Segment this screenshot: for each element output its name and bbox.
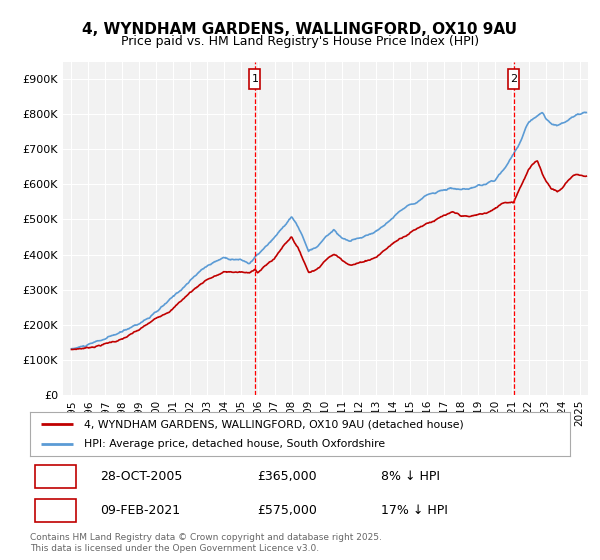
Text: 28-OCT-2005: 28-OCT-2005 [100,470,182,483]
FancyBboxPatch shape [250,69,260,89]
FancyBboxPatch shape [35,499,76,522]
FancyBboxPatch shape [508,69,519,89]
Text: 2: 2 [510,74,517,84]
Text: 8% ↓ HPI: 8% ↓ HPI [381,470,440,483]
Text: 4, WYNDHAM GARDENS, WALLINGFORD, OX10 9AU: 4, WYNDHAM GARDENS, WALLINGFORD, OX10 9A… [83,22,517,38]
Text: £365,000: £365,000 [257,470,316,483]
Text: Price paid vs. HM Land Registry's House Price Index (HPI): Price paid vs. HM Land Registry's House … [121,35,479,48]
Text: 09-FEB-2021: 09-FEB-2021 [100,504,181,517]
Text: 17% ↓ HPI: 17% ↓ HPI [381,504,448,517]
Text: 2: 2 [52,504,60,517]
Text: 4, WYNDHAM GARDENS, WALLINGFORD, OX10 9AU (detached house): 4, WYNDHAM GARDENS, WALLINGFORD, OX10 9A… [84,419,464,429]
Text: 1: 1 [52,470,60,483]
Text: £575,000: £575,000 [257,504,317,517]
FancyBboxPatch shape [35,465,76,488]
Text: Contains HM Land Registry data © Crown copyright and database right 2025.
This d: Contains HM Land Registry data © Crown c… [30,533,382,553]
Text: 1: 1 [251,74,259,84]
Text: HPI: Average price, detached house, South Oxfordshire: HPI: Average price, detached house, Sout… [84,439,385,449]
